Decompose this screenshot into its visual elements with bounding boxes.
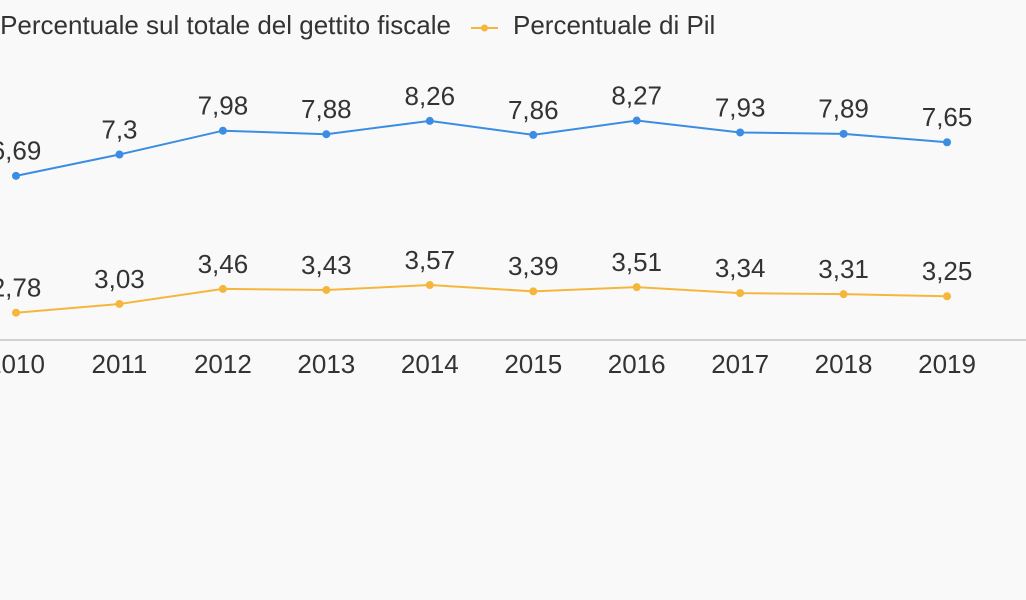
series-line <box>15 284 948 314</box>
data-point <box>632 116 641 125</box>
data-point <box>736 289 745 298</box>
data-label: 8,27 <box>611 80 662 110</box>
data-point <box>632 283 641 292</box>
data-point <box>115 150 124 159</box>
legend-label: Percentuale di Pil <box>513 10 715 40</box>
data-point <box>943 138 952 147</box>
data-point <box>218 126 227 135</box>
x-tick-label: 2017 <box>711 349 769 379</box>
data-point <box>218 284 227 293</box>
x-tick-label: 2016 <box>608 349 666 379</box>
x-tick-label: 2019 <box>918 349 976 379</box>
data-label: 3,46 <box>198 249 249 279</box>
x-tick-label: 2014 <box>401 349 459 379</box>
data-label: 6,69 <box>0 136 41 166</box>
data-label: 3,43 <box>301 250 352 280</box>
data-label: 3,25 <box>922 256 973 286</box>
data-point <box>12 308 20 317</box>
data-label: 3,51 <box>611 247 662 277</box>
data-point <box>322 130 331 139</box>
legend-label: Percentuale sul totale del gettito fisca… <box>0 10 451 40</box>
x-tick-label: 2015 <box>504 349 562 379</box>
data-point <box>12 171 20 180</box>
x-tick-label: 2010 <box>0 349 45 379</box>
data-point <box>115 299 124 308</box>
data-label: 7,3 <box>101 114 137 144</box>
data-label: 7,89 <box>818 94 869 124</box>
data-label: 8,26 <box>404 81 455 111</box>
data-point <box>425 116 434 125</box>
data-label: 7,93 <box>715 92 766 122</box>
x-tick-label: 2018 <box>815 349 873 379</box>
x-tick-label: 2012 <box>194 349 252 379</box>
data-label: 3,31 <box>818 254 869 284</box>
data-label: 7,65 <box>922 102 973 132</box>
data-point <box>425 281 434 290</box>
data-label: 2,78 <box>0 273 41 303</box>
data-point <box>529 130 538 139</box>
data-point <box>839 129 848 138</box>
series-line <box>15 119 948 177</box>
data-label: 3,34 <box>715 253 766 283</box>
data-label: 7,86 <box>508 95 559 125</box>
data-point <box>322 285 331 294</box>
x-tick-label: 2011 <box>91 349 147 379</box>
data-label: 7,88 <box>301 94 352 124</box>
data-label: 3,39 <box>508 251 559 281</box>
data-label: 7,98 <box>198 91 249 121</box>
data-point <box>529 287 538 296</box>
data-point <box>839 290 848 299</box>
legend-marker <box>481 24 488 32</box>
data-label: 3,57 <box>404 245 455 275</box>
data-point <box>736 128 745 137</box>
x-tick-label: 2013 <box>297 349 355 379</box>
data-point <box>943 292 952 301</box>
data-label: 3,03 <box>94 264 145 294</box>
